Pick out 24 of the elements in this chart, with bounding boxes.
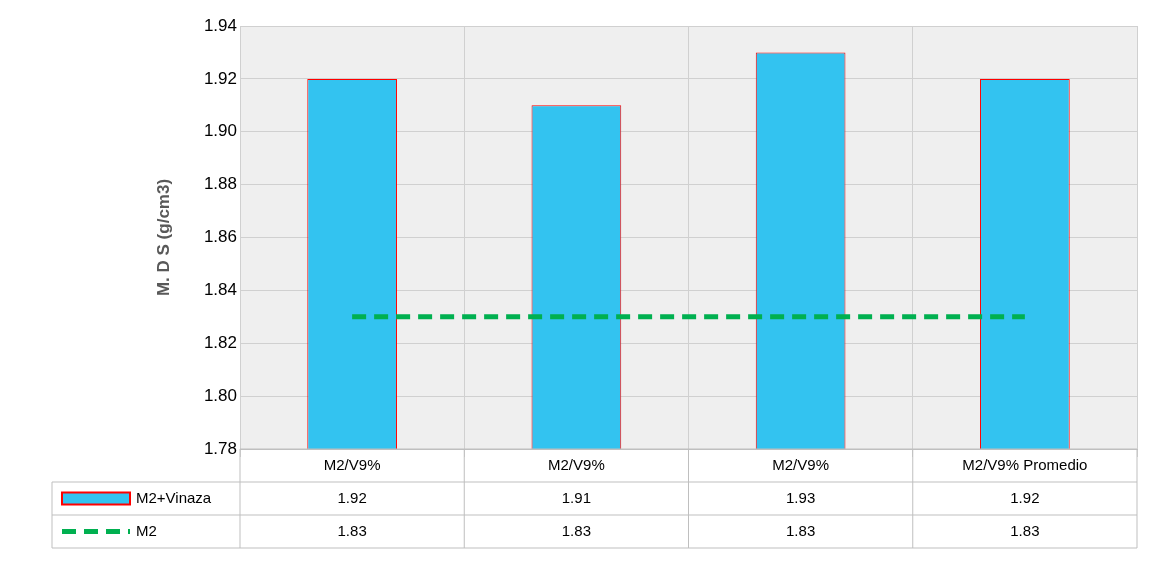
y-tick-label: 1.90 — [203, 121, 237, 141]
y-tick-label: 1.88 — [203, 174, 237, 194]
legend-label: M2+Vinaza — [136, 488, 212, 506]
data-label: 1.83 — [561, 521, 591, 539]
data-label: 1.83 — [337, 521, 367, 539]
y-tick-label: 1.78 — [203, 438, 237, 458]
data-label: 1.83 — [1010, 521, 1040, 539]
x-tick-label: M2/V9% Promedio — [962, 455, 1088, 473]
y-axis-title: M. D S (g/cm3) — [153, 178, 173, 297]
y-tick-label: 1.84 — [203, 280, 237, 300]
y-tick-label: 1.86 — [203, 227, 237, 247]
data-label: 1.93 — [786, 488, 816, 506]
x-tick-label: M2/V9% — [548, 455, 605, 473]
y-tick-label: 1.80 — [203, 385, 237, 405]
y-tick-label: 1.92 — [203, 68, 237, 88]
x-tick-label: M2/V9% — [772, 455, 829, 473]
data-label: 1.92 — [1010, 488, 1040, 506]
data-label: 1.83 — [786, 521, 816, 539]
legend-label: M2 — [136, 521, 157, 539]
y-tick-label: 1.82 — [203, 332, 237, 352]
y-tick-label: 1.94 — [203, 15, 237, 35]
x-tick-label: M2/V9% — [323, 455, 381, 473]
data-label: 1.92 — [337, 488, 367, 506]
data-label: 1.91 — [561, 488, 591, 506]
